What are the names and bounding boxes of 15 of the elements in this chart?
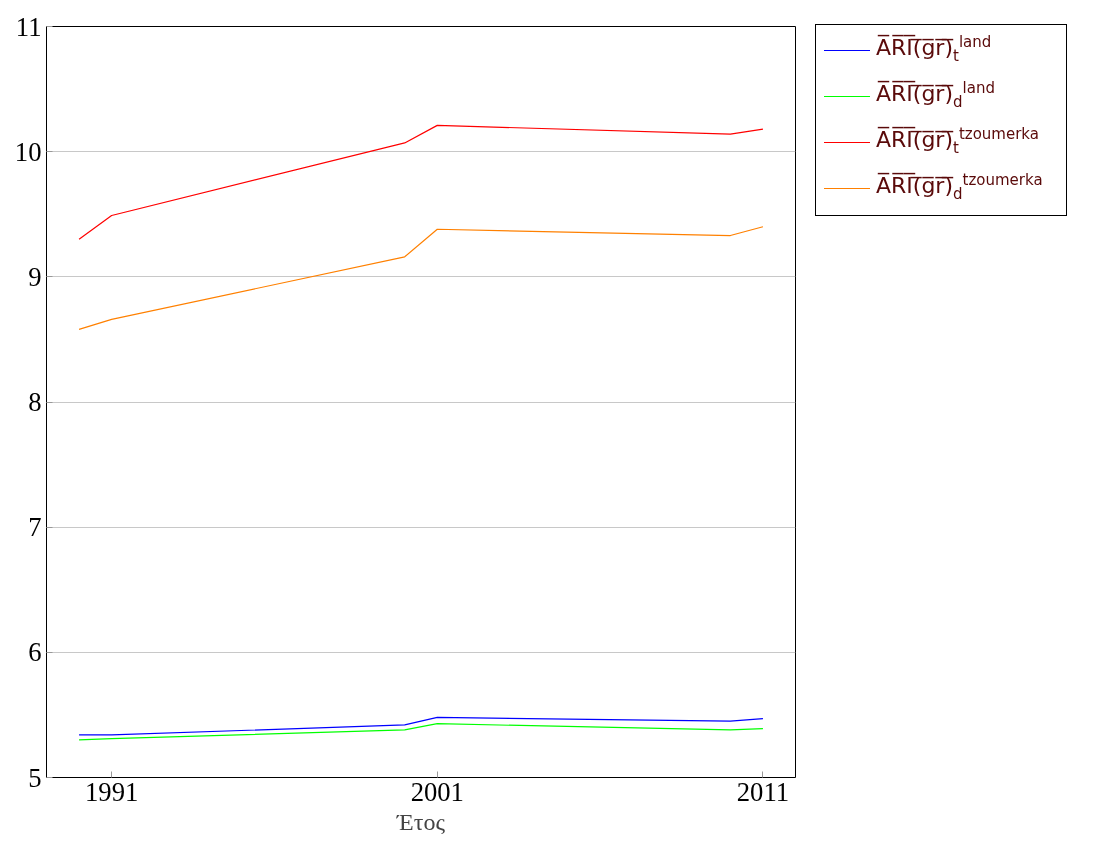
x-axis-title: Έτος xyxy=(396,808,446,835)
y-tick-label: 6 xyxy=(28,637,42,668)
y-tick-label: 7 xyxy=(28,512,42,543)
y-tick-label: 5 xyxy=(28,762,42,793)
x-tick-label: 2001 xyxy=(410,776,464,807)
line-series xyxy=(78,226,764,330)
line-series xyxy=(78,716,764,736)
x-tick-label: 1991 xyxy=(84,776,139,807)
line-series xyxy=(78,124,764,240)
line-series xyxy=(78,723,764,741)
y-tick-label: 9 xyxy=(28,261,42,292)
x-tick-label: 2011 xyxy=(736,776,790,807)
y-tick-label: 10 xyxy=(14,136,42,167)
y-tick-label: 8 xyxy=(28,387,42,417)
y-tick-label: 11 xyxy=(15,11,42,42)
